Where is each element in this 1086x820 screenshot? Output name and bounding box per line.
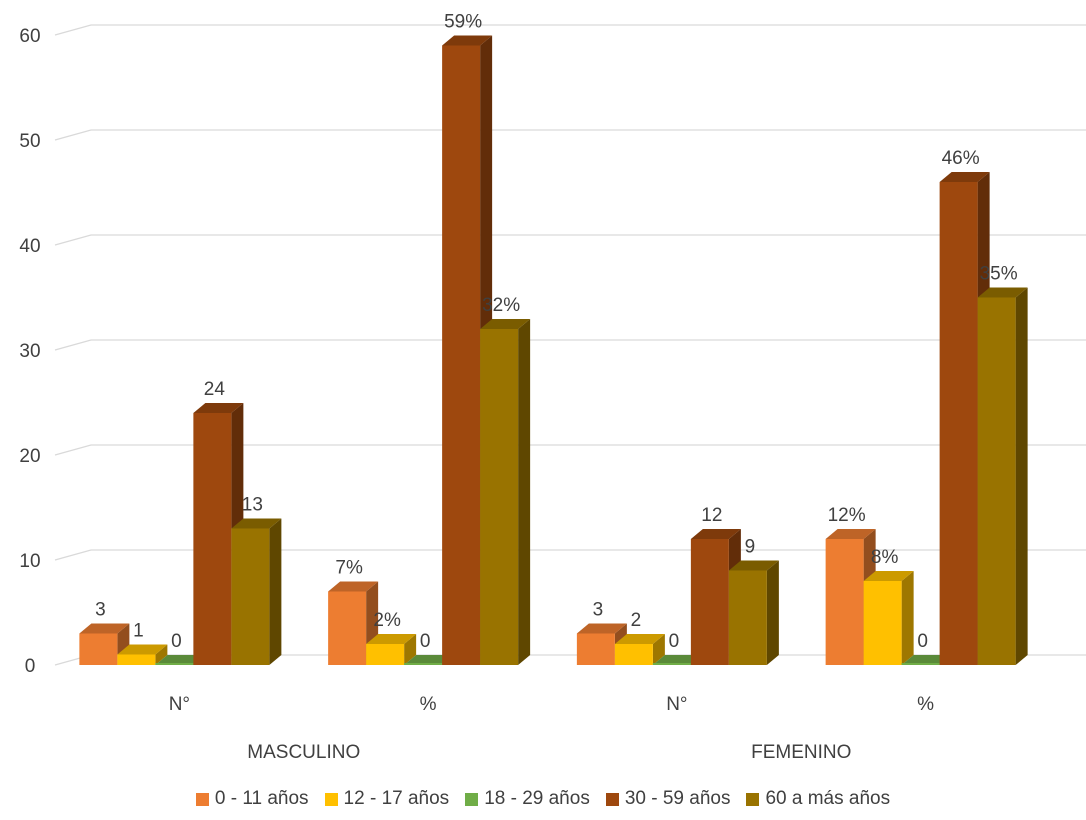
- legend-swatch: [606, 793, 619, 806]
- y-tick-label: 10: [19, 551, 40, 572]
- legend-item: 12 - 17 años: [325, 788, 450, 810]
- data-label: 12: [701, 505, 722, 526]
- legend-item: 18 - 29 años: [465, 788, 590, 810]
- bar: [864, 581, 902, 665]
- x-tick-label: %: [420, 694, 437, 715]
- y-tick-label: 20: [19, 446, 40, 467]
- legend-label: 60 a más años: [765, 788, 890, 810]
- x-tick-label: %: [917, 694, 934, 715]
- y-tick-label: 40: [19, 236, 40, 257]
- bar-side: [902, 571, 914, 665]
- legend-item: 0 - 11 años: [196, 788, 309, 810]
- gridline: [55, 130, 1086, 140]
- legend-item: 30 - 59 años: [606, 788, 731, 810]
- x-tick-label: N°: [666, 694, 687, 715]
- bar: [404, 663, 442, 665]
- legend-swatch: [465, 793, 478, 806]
- y-tick-label: 50: [19, 131, 40, 152]
- data-label: 3: [95, 600, 106, 621]
- data-label: 2%: [373, 610, 401, 631]
- data-label: 3: [593, 600, 604, 621]
- group-label: FEMENINO: [751, 742, 851, 763]
- data-label: 2: [631, 610, 642, 631]
- data-label: 24: [204, 379, 226, 400]
- data-label: 59%: [444, 12, 482, 33]
- group-label: MASCULINO: [247, 742, 360, 763]
- bar: [615, 644, 653, 665]
- legend-label: 18 - 29 años: [484, 788, 590, 810]
- chart-legend: 0 - 11 años 12 - 17 años 18 - 29 años 30 - …: [0, 788, 1086, 810]
- bar: [902, 663, 940, 665]
- bar: [940, 182, 978, 665]
- data-label: 8%: [871, 547, 899, 568]
- data-label: 12%: [828, 505, 866, 526]
- bar-side: [1016, 288, 1028, 666]
- legend-item: 60 a más años: [746, 788, 890, 810]
- bar: [480, 329, 518, 665]
- data-label: 46%: [942, 148, 980, 169]
- bar: [577, 634, 615, 666]
- data-label: 13: [242, 495, 263, 516]
- bar: [691, 539, 729, 665]
- bar: [231, 529, 269, 666]
- gridline: [55, 340, 1086, 350]
- data-label: 1: [133, 621, 144, 642]
- y-tick-label: 30: [19, 341, 40, 362]
- bar: [79, 634, 117, 666]
- legend-swatch: [196, 793, 209, 806]
- bar: [729, 571, 767, 666]
- legend-swatch: [325, 793, 338, 806]
- legend-label: 0 - 11 años: [215, 788, 309, 810]
- data-label: 32%: [482, 295, 520, 316]
- data-label: 0: [171, 631, 182, 652]
- gridline: [55, 25, 1086, 35]
- bar: [328, 592, 366, 666]
- data-label: 9: [745, 537, 756, 558]
- y-tick-label: 60: [19, 26, 40, 47]
- bar-side: [518, 319, 530, 665]
- bar: [826, 539, 864, 665]
- legend-swatch: [746, 793, 759, 806]
- legend-label: 12 - 17 años: [344, 788, 450, 810]
- bar: [366, 644, 404, 665]
- legend-label: 30 - 59 años: [625, 788, 731, 810]
- bar: [117, 655, 155, 666]
- bar-side: [767, 561, 779, 666]
- gridline: [55, 235, 1086, 245]
- bar: [978, 298, 1016, 666]
- data-label: 0: [917, 631, 928, 652]
- x-tick-label: N°: [169, 694, 190, 715]
- bar: [653, 663, 691, 665]
- y-tick-label: 0: [25, 656, 36, 677]
- bar: [155, 663, 193, 665]
- data-label: 0: [420, 631, 431, 652]
- bar-side: [269, 519, 281, 666]
- data-label: 35%: [980, 264, 1018, 285]
- data-label: 7%: [335, 558, 363, 579]
- data-label: 0: [669, 631, 680, 652]
- bar: [442, 46, 480, 666]
- bar: [193, 413, 231, 665]
